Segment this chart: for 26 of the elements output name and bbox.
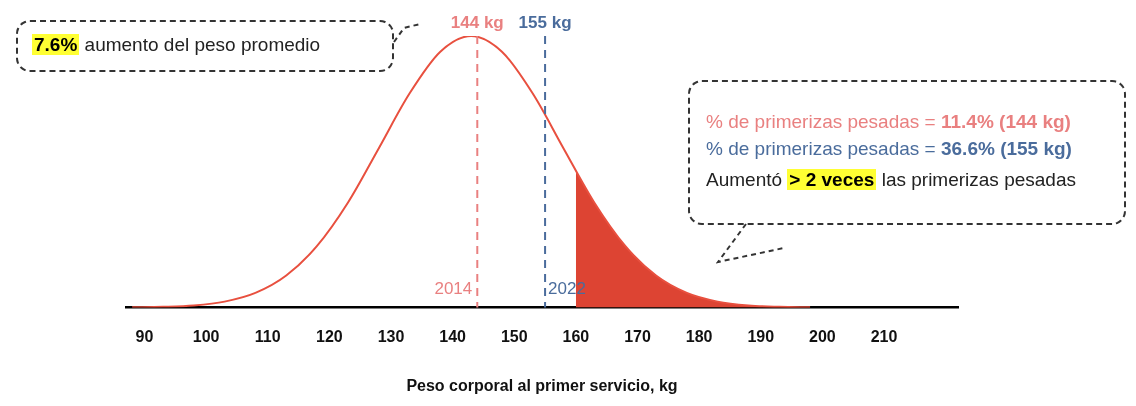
annotation: Aumentó (706, 169, 783, 190)
annotation: aumento del peso promedio (84, 34, 321, 55)
x-axis-title: Peso corporal al primer servicio, kg (406, 376, 678, 394)
x-tick-label: 110 (254, 327, 281, 345)
x-tick-label: 90 (135, 327, 154, 345)
annotation: 36.6% (155 kg) (940, 138, 1072, 159)
annotation: > 2 veces (787, 169, 877, 190)
ref-line-label: 155 kg (518, 13, 572, 33)
ref-line-label: 144 kg (450, 13, 504, 33)
annotation: las primerizas pesadas (881, 169, 1076, 190)
annotation: 11.4% (144 kg) (940, 111, 1071, 132)
x-tick-label: 140 (439, 327, 467, 345)
speech-bubble: 7.6% aumento del peso promedio (16, 20, 394, 72)
x-tick-label: 100 (192, 327, 220, 345)
x-tick-label: 150 (500, 327, 528, 345)
x-tick-label: 170 (624, 327, 651, 345)
x-tick-label: 190 (747, 327, 775, 345)
annotation: 2014 (434, 279, 473, 299)
x-tick-label: 130 (377, 327, 405, 345)
x-tick-label: 180 (685, 327, 713, 345)
x-tick-label: 210 (870, 327, 898, 345)
x-tick-label: 200 (809, 327, 836, 345)
annotation: % de primerizas pesadas = (706, 111, 937, 132)
x-tick-label: 120 (316, 327, 343, 345)
x-tick-label: 160 (562, 327, 590, 345)
annotation: % de primerizas pesadas = (706, 138, 937, 159)
